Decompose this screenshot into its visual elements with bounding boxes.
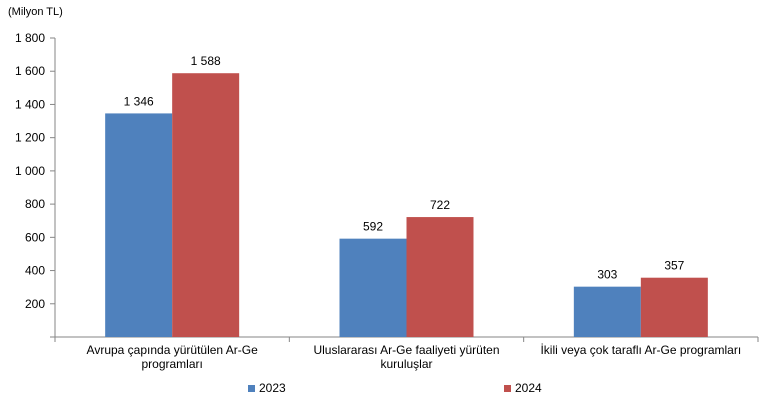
y-tick-label: 800 [25, 197, 45, 211]
bar-2024 [406, 217, 474, 337]
legend-label-2024: 2024 [515, 381, 542, 395]
y-tick-label: 600 [25, 230, 45, 244]
bar-2023 [573, 286, 641, 337]
y-tick-label: 1 600 [15, 64, 45, 78]
legend-item-2023: 2023 [248, 381, 286, 395]
y-tick-label: 1 400 [15, 97, 45, 111]
y-tick-label: 1 800 [15, 31, 45, 45]
x-tick-label: Uluslararası Ar-Ge faaliyeti yürüten kuru… [313, 343, 499, 371]
legend-item-2024: 2024 [504, 381, 542, 395]
y-tick-label: 1 200 [15, 131, 45, 145]
y-tick-label: 400 [25, 264, 45, 278]
data-label-2023: 303 [597, 268, 617, 282]
y-tick-label: 1 000 [15, 164, 45, 178]
unit-label: (Milyon TL) [8, 6, 63, 18]
x-tick-label: Avrupa çapında yürütülen Ar-Ge programlar… [87, 343, 259, 371]
legend-swatch-2023 [248, 384, 255, 392]
legend-label-2023: 2023 [259, 381, 286, 395]
data-label-2024: 1 588 [191, 54, 221, 68]
bar-2023 [339, 238, 407, 337]
bar-2024 [172, 73, 240, 338]
data-label-2023: 1 346 [124, 94, 154, 108]
data-label-2024: 722 [430, 198, 450, 212]
x-tick-label: İkili veya çok taraflı Ar-Ge programları [540, 343, 741, 357]
bar-2024 [640, 277, 708, 337]
bar-2023 [105, 113, 173, 337]
data-label-2023: 592 [363, 220, 383, 234]
legend-swatch-2024 [504, 384, 511, 392]
y-tick-label: 200 [25, 297, 45, 311]
data-label-2024: 357 [664, 259, 684, 273]
bar-chart: 200 400 600 800 1 000 1 200 1 400 1 600 1 800 1 3… [15, 31, 759, 371]
